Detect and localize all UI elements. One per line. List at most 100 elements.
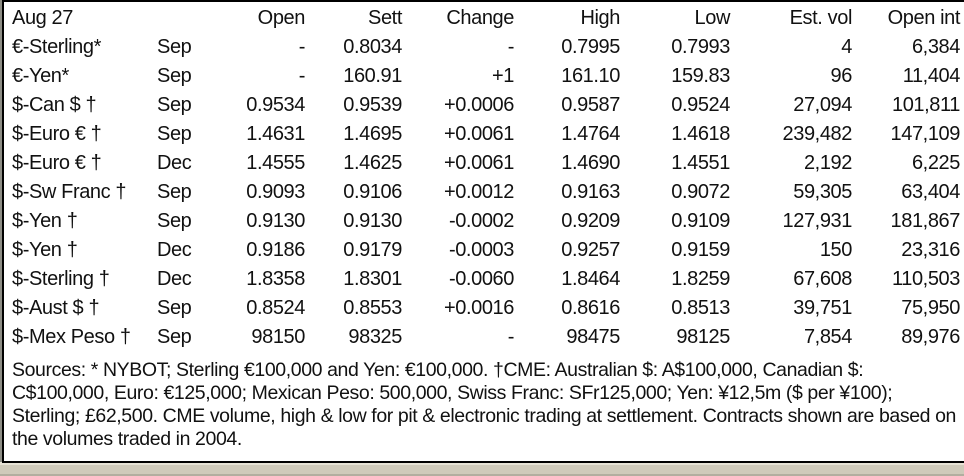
cell-open: - — [298, 65, 306, 87]
cell-open-int: 11,404 — [902, 65, 961, 87]
cell-month: Sep — [157, 123, 192, 145]
cell-est-vol: 27,094 — [793, 94, 852, 116]
cell-change: - — [507, 326, 515, 348]
table-row: €-Yen* Sep - 160.91 +1 161.10 159.83 96 … — [12, 62, 960, 91]
futures-table-panel: Aug 27 Open Sett Change High Low Est. vo… — [2, 0, 964, 463]
cell-high: 1.4764 — [561, 123, 620, 145]
cell-open-int: 110,503 — [891, 268, 960, 290]
cell-sett: 160.91 — [343, 65, 402, 87]
cell-low: 159.83 — [671, 65, 730, 87]
cell-high: 0.9163 — [561, 181, 620, 203]
table-date-label: Aug 27 — [12, 7, 73, 29]
cell-open: 1.4555 — [246, 152, 305, 174]
table-row: $-Can $ † Sep 0.9534 0.9539 +0.0006 0.95… — [12, 91, 960, 120]
cell-open-int: 147,109 — [890, 123, 961, 145]
column-header-low: Low — [694, 7, 731, 29]
cell-high: 0.7995 — [561, 36, 620, 58]
cell-change: +0.0006 — [443, 94, 514, 116]
cell-open: 0.9093 — [246, 181, 305, 203]
cell-change: -0.0060 — [448, 268, 514, 290]
cell-contract-name: $-Yen † — [12, 210, 78, 232]
cell-sett: 98325 — [348, 326, 402, 348]
cell-est-vol: 2,192 — [803, 152, 852, 174]
cell-month: Sep — [157, 65, 192, 87]
currency-futures-table: Aug 27 Open Sett Change High Low Est. vo… — [12, 4, 960, 352]
cell-low: 0.9109 — [671, 210, 730, 232]
cell-low: 98125 — [676, 326, 730, 348]
cell-change: +0.0012 — [443, 181, 514, 203]
clipping-bottom-edge — [0, 462, 964, 476]
cell-change: -0.0002 — [448, 210, 514, 232]
cell-high: 0.9209 — [561, 210, 620, 232]
cell-low: 0.9524 — [671, 94, 730, 116]
cell-high: 161.10 — [561, 65, 620, 87]
cell-contract-name: $-Can $ † — [12, 94, 97, 116]
cell-est-vol: 67,608 — [793, 268, 852, 290]
cell-est-vol: 127,931 — [782, 210, 853, 232]
table-row: $-Sw Franc † Sep 0.9093 0.9106 +0.0012 0… — [12, 178, 960, 207]
cell-est-vol: 150 — [819, 239, 853, 261]
column-header-change: Change — [446, 7, 514, 29]
cell-month: Dec — [157, 152, 192, 174]
cell-open: - — [298, 36, 306, 58]
cell-open: 0.8524 — [246, 297, 305, 319]
cell-open-int: 89,976 — [901, 326, 960, 348]
cell-low: 0.9159 — [671, 239, 730, 261]
cell-est-vol: 96 — [830, 65, 853, 87]
cell-month: Sep — [157, 36, 192, 58]
cell-low: 1.4618 — [671, 123, 730, 145]
cell-contract-name: €-Sterling* — [12, 36, 101, 58]
cell-month: Sep — [157, 210, 192, 232]
table-footnote: Sources: * NYBOT; Sterling €100,000 and … — [12, 359, 956, 450]
cell-open: 98150 — [251, 326, 305, 348]
cell-sett: 0.8553 — [343, 297, 402, 319]
cell-contract-name: €-Yen* — [12, 65, 69, 87]
table-body: €-Sterling* Sep - 0.8034 - 0.7995 0.7993… — [12, 33, 960, 352]
table-row: $-Aust $ † Sep 0.8524 0.8553 +0.0016 0.8… — [12, 294, 960, 323]
cell-open-int: 75,950 — [901, 297, 960, 319]
cell-sett: 0.9130 — [343, 210, 402, 232]
cell-open-int: 6,225 — [911, 152, 960, 174]
table-row: $-Mex Peso † Sep 98150 98325 - 98475 981… — [12, 323, 960, 352]
cell-low: 0.7993 — [671, 36, 730, 58]
cell-month: Sep — [157, 181, 192, 203]
cell-est-vol: 4 — [841, 36, 852, 58]
cell-sett: 0.9179 — [343, 239, 402, 261]
cell-est-vol: 39,751 — [793, 297, 852, 319]
cell-contract-name: $-Aust $ † — [12, 297, 100, 319]
cell-open: 1.4631 — [246, 123, 305, 145]
cell-contract-name: $-Euro € † — [12, 152, 102, 174]
table-row: $-Euro € † Sep 1.4631 1.4695 +0.0061 1.4… — [12, 120, 960, 149]
cell-high: 1.4690 — [561, 152, 620, 174]
cell-high: 0.9587 — [561, 94, 620, 116]
cell-high: 98475 — [566, 326, 620, 348]
cell-high: 0.9257 — [561, 239, 620, 261]
cell-open-int: 6,384 — [911, 36, 960, 58]
cell-high: 1.8464 — [561, 268, 620, 290]
cell-change: +1 — [491, 65, 514, 87]
cell-low: 1.8259 — [671, 268, 730, 290]
column-header-est-vol: Est. vol — [789, 7, 853, 29]
cell-change: - — [507, 36, 515, 58]
cell-contract-name: $-Sterling † — [12, 268, 110, 290]
cell-contract-name: $-Euro € † — [12, 123, 102, 145]
cell-sett: 1.4695 — [343, 123, 402, 145]
column-header-high: High — [580, 7, 620, 29]
cell-month: Dec — [157, 239, 192, 261]
cell-contract-name: $-Yen † — [12, 239, 78, 261]
cell-high: 0.8616 — [561, 297, 620, 319]
column-header-open-int: Open int — [887, 7, 961, 29]
column-header-month — [157, 4, 217, 33]
cell-low: 0.9072 — [671, 181, 730, 203]
cell-sett: 0.9539 — [343, 94, 402, 116]
cell-est-vol: 239,482 — [782, 123, 853, 145]
cell-est-vol: 59,305 — [793, 181, 852, 203]
cell-month: Sep — [157, 297, 192, 319]
cell-open-int: 181,867 — [890, 210, 961, 232]
cell-contract-name: $-Mex Peso † — [12, 326, 131, 348]
cell-contract-name: $-Sw Franc † — [12, 181, 127, 203]
column-header-open: Open — [257, 7, 306, 29]
cell-low: 1.4551 — [671, 152, 730, 174]
cell-sett: 0.8034 — [343, 36, 402, 58]
